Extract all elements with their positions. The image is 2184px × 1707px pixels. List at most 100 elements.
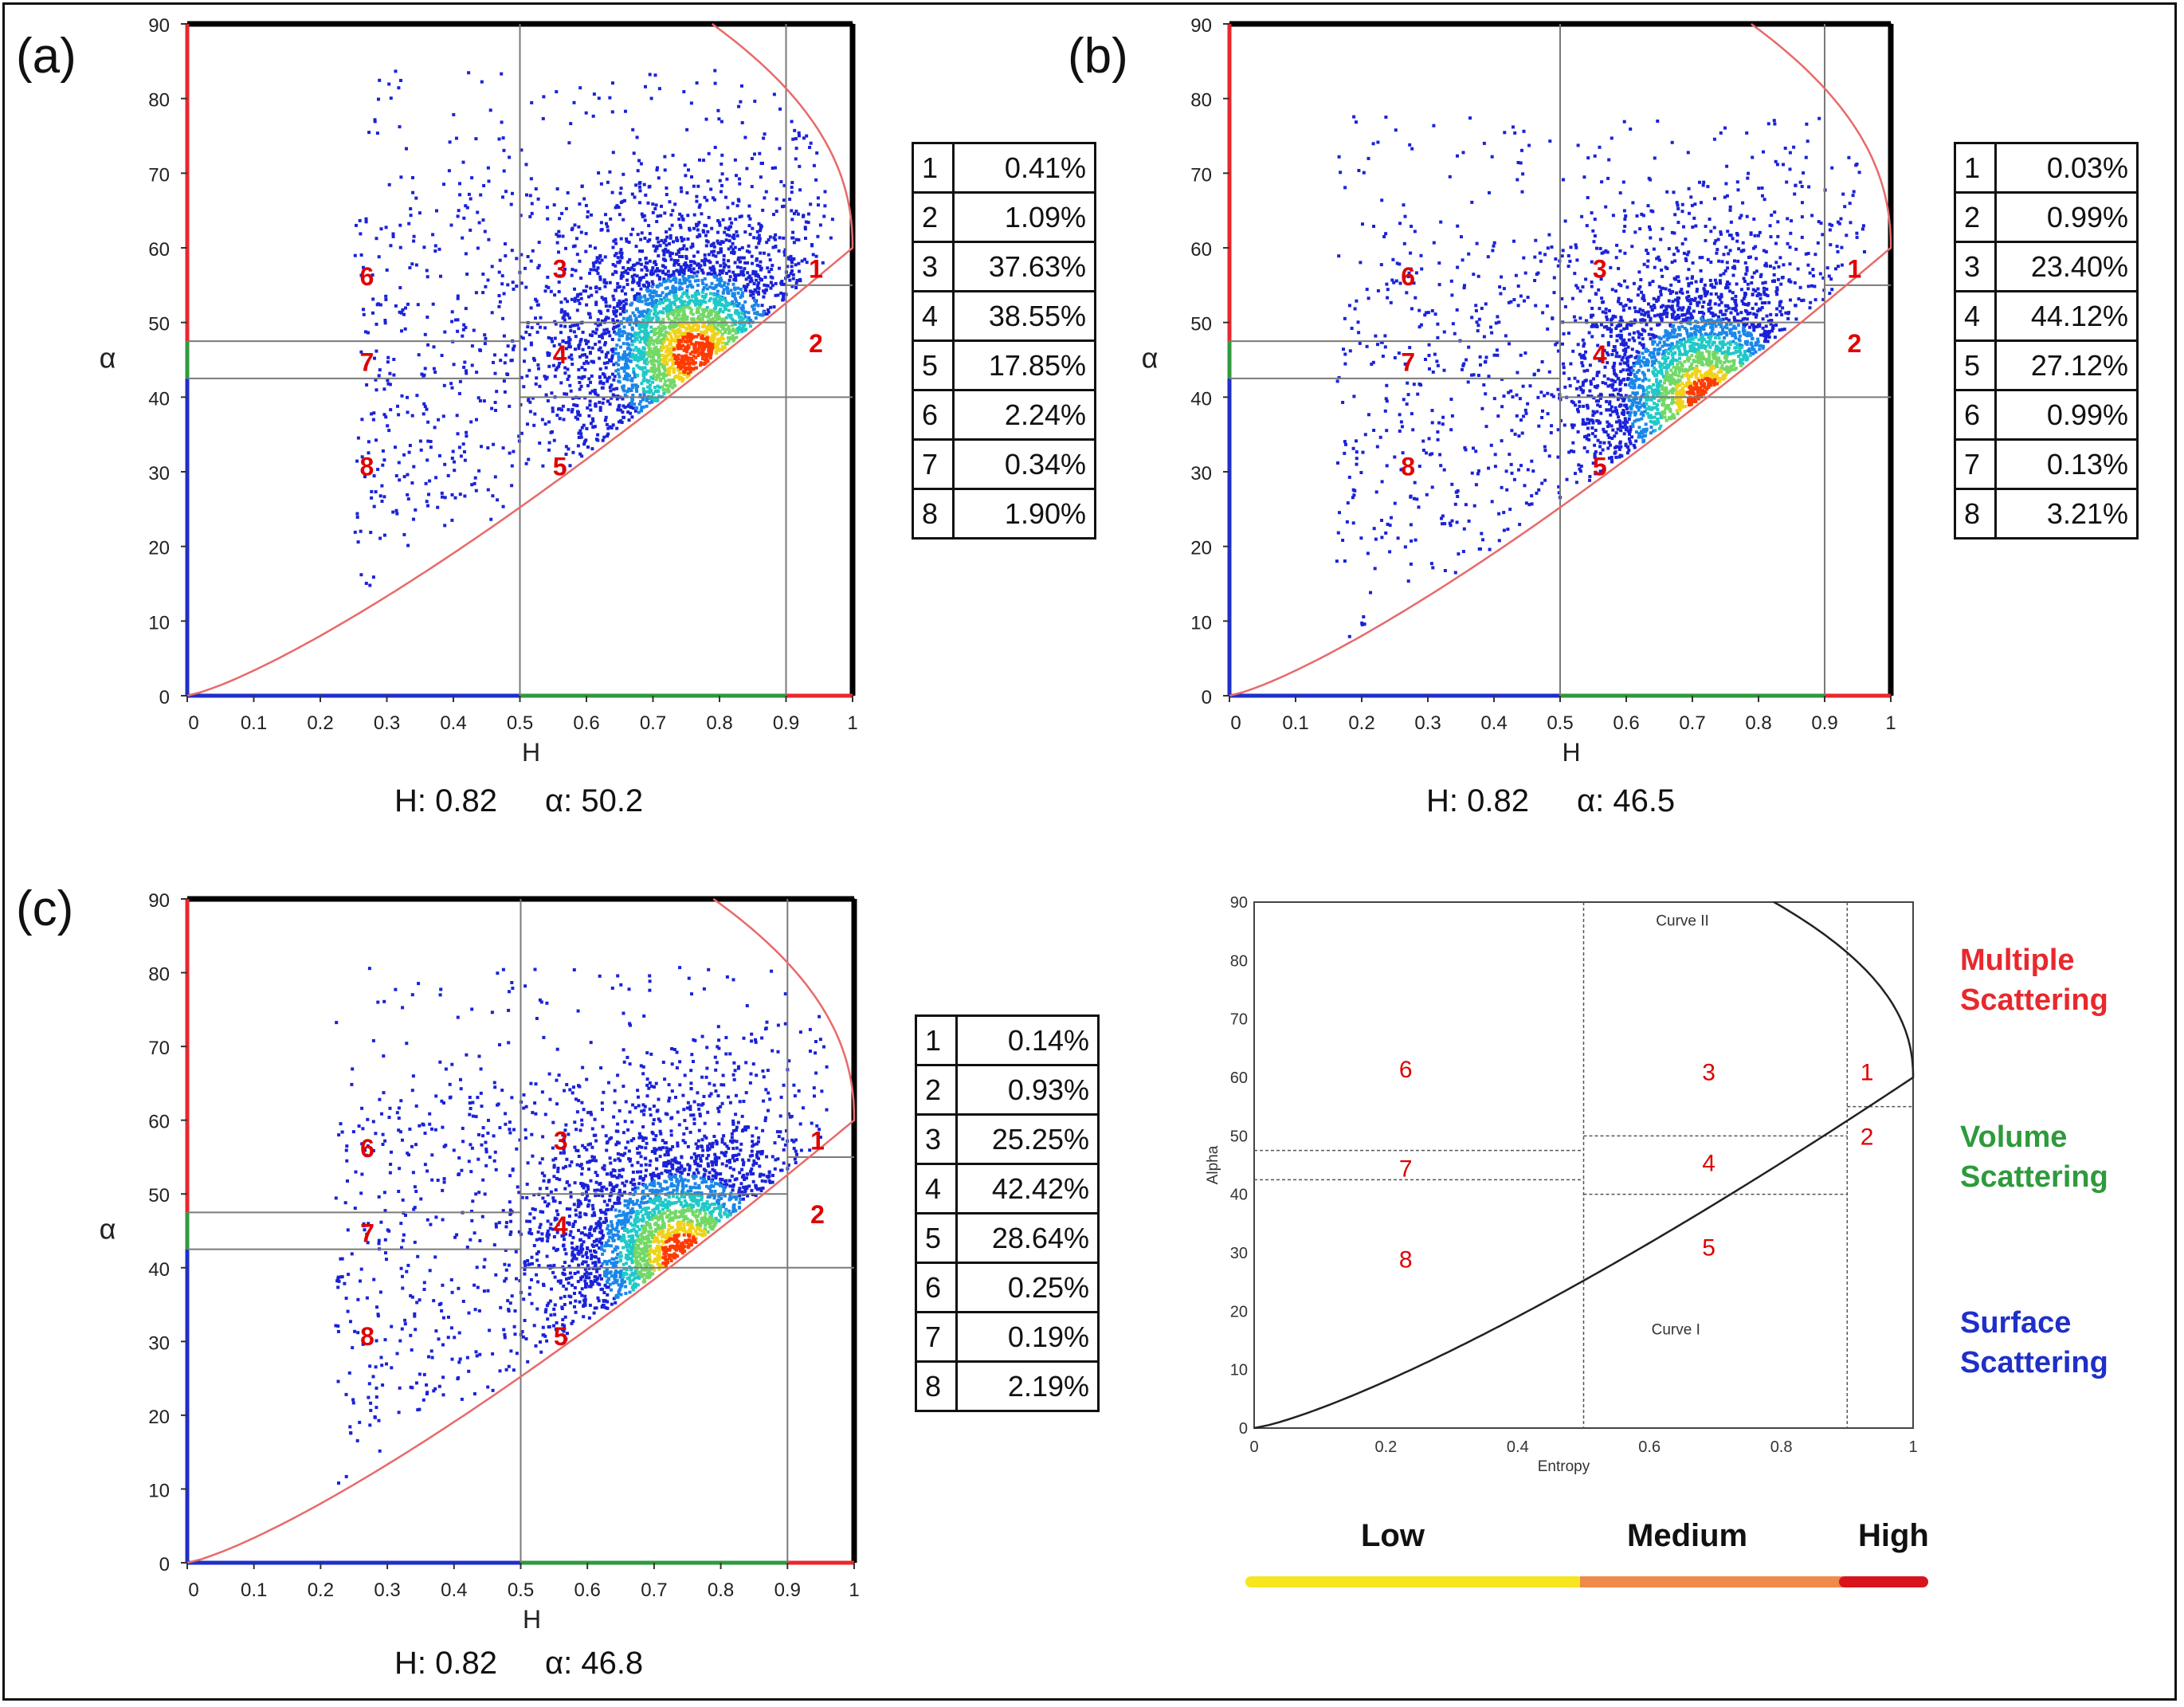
scatter-point bbox=[1724, 245, 1728, 249]
scatter-point bbox=[1546, 391, 1550, 395]
scatter-point bbox=[683, 305, 687, 309]
scatter-point bbox=[774, 281, 778, 285]
scatter-point bbox=[402, 532, 406, 536]
scatter-point bbox=[658, 377, 662, 381]
scatter-point bbox=[744, 277, 748, 281]
scatter-point bbox=[790, 209, 794, 213]
scatter-point bbox=[653, 359, 656, 363]
scatter-point bbox=[602, 278, 606, 282]
scatter-point bbox=[774, 210, 778, 214]
scatter-point bbox=[674, 287, 677, 291]
scatter-point bbox=[579, 230, 583, 234]
scatter-point bbox=[624, 292, 627, 296]
scatter-point bbox=[687, 269, 691, 272]
scatter-point bbox=[615, 426, 619, 430]
scatter-point bbox=[657, 365, 661, 369]
scatter-point bbox=[524, 285, 528, 289]
scatter-point bbox=[1596, 403, 1600, 407]
scatter-point bbox=[732, 304, 736, 308]
scatter-point bbox=[613, 394, 617, 398]
scatter-point bbox=[802, 136, 806, 140]
scatter-point bbox=[1533, 255, 1537, 259]
scatter-point bbox=[1449, 279, 1453, 283]
scatter-point bbox=[1627, 449, 1631, 452]
scatter-point bbox=[387, 429, 391, 433]
scatter-point bbox=[1602, 325, 1606, 329]
scatter-point bbox=[579, 277, 583, 280]
scatter-point bbox=[484, 336, 488, 340]
scatter-point bbox=[1770, 214, 1774, 217]
scatter-point bbox=[638, 189, 642, 193]
scatter-point bbox=[1695, 289, 1699, 293]
scatter-point bbox=[1676, 316, 1680, 320]
scatter-point bbox=[1761, 326, 1765, 330]
scatter-point bbox=[1618, 387, 1622, 391]
scatter-point bbox=[618, 261, 621, 265]
scatter-point bbox=[712, 297, 716, 301]
scatter-point bbox=[1622, 209, 1626, 213]
scatter-point bbox=[710, 226, 714, 230]
scatter-point bbox=[750, 279, 754, 283]
scatter-point bbox=[1610, 352, 1614, 356]
scatter-point bbox=[359, 273, 363, 277]
scatter-point bbox=[586, 361, 590, 365]
scatter-point bbox=[1670, 140, 1674, 144]
scatter-point bbox=[665, 243, 669, 247]
scatter-point bbox=[754, 302, 758, 306]
scatter-point bbox=[639, 287, 643, 291]
scatter-point bbox=[563, 297, 567, 301]
scatter-point bbox=[663, 383, 667, 387]
scatter-point bbox=[1508, 508, 1512, 512]
scatter-point bbox=[727, 233, 731, 237]
scatter-point bbox=[1462, 286, 1466, 290]
scatter-point bbox=[668, 347, 672, 351]
scatter-point bbox=[1497, 539, 1501, 543]
scatter-point bbox=[1548, 139, 1552, 143]
scatter-point bbox=[691, 244, 695, 248]
scatter-point bbox=[747, 244, 751, 248]
scatter-point bbox=[1774, 241, 1778, 245]
scatter-point bbox=[676, 259, 680, 263]
scatter-point bbox=[384, 415, 388, 419]
scatter-point bbox=[686, 334, 690, 338]
scatter-point bbox=[803, 227, 807, 231]
scatter-point bbox=[723, 308, 727, 311]
scatter-point bbox=[695, 224, 699, 228]
scatter-point bbox=[687, 265, 691, 269]
scatter-point bbox=[627, 241, 631, 244]
scatter-point bbox=[647, 281, 650, 285]
y-tick-label: 70 bbox=[148, 164, 170, 186]
scatter-point bbox=[1849, 221, 1853, 225]
scatter-point bbox=[618, 251, 622, 255]
scatter-point bbox=[1392, 281, 1396, 284]
scatter-point bbox=[680, 339, 684, 343]
scatter-point bbox=[642, 309, 646, 313]
scatter-point bbox=[674, 361, 678, 365]
scatter-point bbox=[559, 300, 563, 304]
scatter-point bbox=[639, 162, 643, 166]
scatter-point bbox=[1528, 384, 1532, 388]
scatter-point bbox=[723, 304, 727, 308]
scatter-point bbox=[1606, 327, 1610, 331]
scatter-point bbox=[1523, 408, 1527, 412]
scatter-point bbox=[732, 251, 735, 255]
scatter-point bbox=[1725, 261, 1729, 265]
scatter-point bbox=[650, 300, 654, 304]
scatter-point bbox=[1502, 287, 1506, 291]
scatter-point bbox=[1624, 214, 1628, 218]
scatter-point bbox=[1614, 374, 1618, 378]
scatter-point bbox=[782, 198, 786, 202]
scatter-point bbox=[1665, 330, 1669, 334]
scatter-point bbox=[1625, 426, 1629, 430]
scatter-point bbox=[1742, 323, 1746, 327]
scatter-point bbox=[1598, 307, 1602, 311]
scatter-point bbox=[612, 306, 616, 310]
scatter-point bbox=[1539, 390, 1543, 394]
scatter-point bbox=[640, 382, 644, 386]
scatter-point bbox=[740, 308, 744, 312]
scatter-point bbox=[714, 320, 718, 324]
scatter-point bbox=[683, 163, 687, 167]
scatter-point bbox=[703, 195, 707, 199]
scatter-point bbox=[1461, 258, 1464, 262]
scatter-point bbox=[797, 131, 801, 135]
